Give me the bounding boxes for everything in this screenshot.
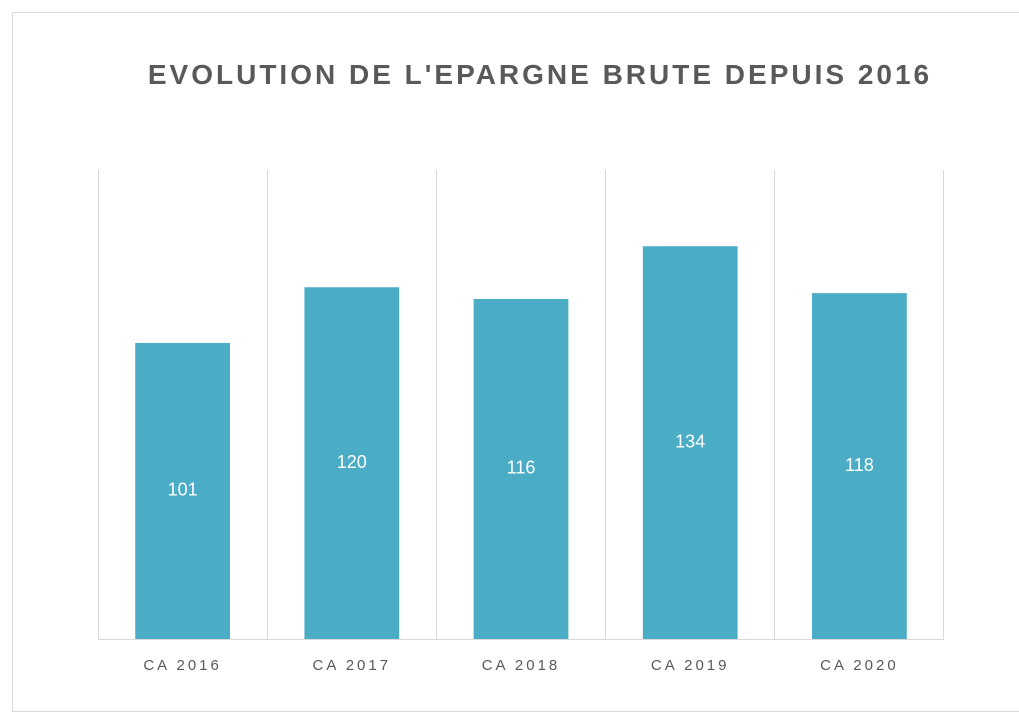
chart-title: EVOLUTION DE L'EPARGNE BRUTE DEPUIS 2016 — [147, 59, 933, 90]
x-tick-label: CA 2020 — [820, 657, 899, 674]
x-tick-label: CA 2018 — [482, 657, 561, 674]
bar — [304, 287, 400, 639]
data-label: 120 — [337, 452, 367, 472]
x-tick-label: CA 2017 — [313, 657, 392, 674]
bar — [473, 298, 569, 639]
x-tick-label: CA 2019 — [651, 657, 730, 674]
category-separators — [98, 170, 944, 639]
bar — [812, 293, 907, 639]
data-label: 101 — [168, 480, 198, 500]
bar — [135, 342, 230, 639]
data-label: 116 — [507, 458, 536, 478]
bar — [642, 246, 738, 639]
data-label: 118 — [845, 455, 874, 475]
x-tick-label: CA 2016 — [143, 657, 222, 674]
data-label: 134 — [675, 431, 705, 451]
